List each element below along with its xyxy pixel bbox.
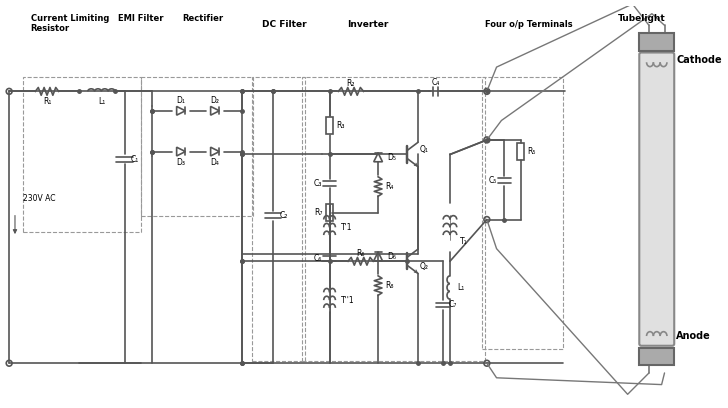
Bar [141, 77, 253, 216]
Text: R₄: R₄ [385, 182, 393, 191]
Text: C₇: C₇ [449, 300, 457, 310]
Bar [639, 33, 674, 51]
FancyBboxPatch shape [639, 53, 674, 346]
Text: R₇: R₇ [314, 208, 323, 217]
Text: C₄: C₄ [431, 78, 440, 87]
Text: Q₁: Q₁ [420, 145, 429, 154]
Text: D₄: D₄ [210, 158, 219, 167]
Text: T'1: T'1 [341, 223, 352, 232]
Text: T''1: T''1 [341, 296, 355, 305]
Text: C₁: C₁ [130, 155, 139, 164]
Text: D₅: D₅ [387, 153, 396, 162]
Polygon shape [210, 106, 219, 115]
Text: L₁: L₁ [98, 97, 105, 106]
Bar [325, 204, 333, 222]
Text: L₁: L₁ [458, 283, 465, 292]
Text: Q₂: Q₂ [420, 262, 429, 271]
Text: Current Limiting
Resistor: Current Limiting Resistor [31, 14, 109, 33]
Text: C₆: C₆ [314, 254, 322, 263]
Polygon shape [373, 252, 382, 261]
Polygon shape [210, 147, 219, 156]
Text: DC Filter: DC Filter [261, 20, 306, 29]
Bar [639, 348, 674, 365]
Text: D₃: D₃ [176, 158, 186, 167]
Text: R₃: R₃ [336, 121, 345, 130]
Bar [325, 117, 333, 134]
Text: T₁: T₁ [459, 237, 467, 246]
Text: Cathode: Cathode [676, 55, 721, 65]
Text: Anode: Anode [676, 331, 711, 341]
Polygon shape [177, 106, 186, 115]
Bar [482, 77, 563, 349]
Text: R₂: R₂ [347, 79, 355, 88]
Text: 230V AC: 230V AC [23, 194, 55, 203]
Bar [518, 143, 524, 160]
Text: Tubelight: Tubelight [618, 14, 666, 23]
Text: D₁: D₁ [177, 95, 186, 104]
Text: R₁: R₁ [43, 97, 51, 106]
Text: Rectifier: Rectifier [182, 14, 223, 23]
Text: D₆: D₆ [387, 252, 396, 261]
Text: R₈: R₈ [385, 281, 393, 290]
Polygon shape [177, 147, 186, 156]
Text: C₃: C₃ [314, 179, 322, 188]
Bar [23, 77, 141, 232]
Text: C₅: C₅ [488, 176, 496, 185]
Text: D₂: D₂ [210, 95, 219, 104]
Text: Four o/p Terminals: Four o/p Terminals [485, 20, 572, 29]
Bar [252, 77, 305, 361]
Text: EMI Filter: EMI Filter [118, 14, 163, 23]
Text: R₅: R₅ [528, 147, 536, 156]
Text: Inverter: Inverter [347, 20, 389, 29]
Text: R₆: R₆ [357, 249, 365, 258]
Bar [302, 77, 485, 361]
Polygon shape [373, 153, 382, 162]
Text: C₂: C₂ [280, 211, 288, 220]
